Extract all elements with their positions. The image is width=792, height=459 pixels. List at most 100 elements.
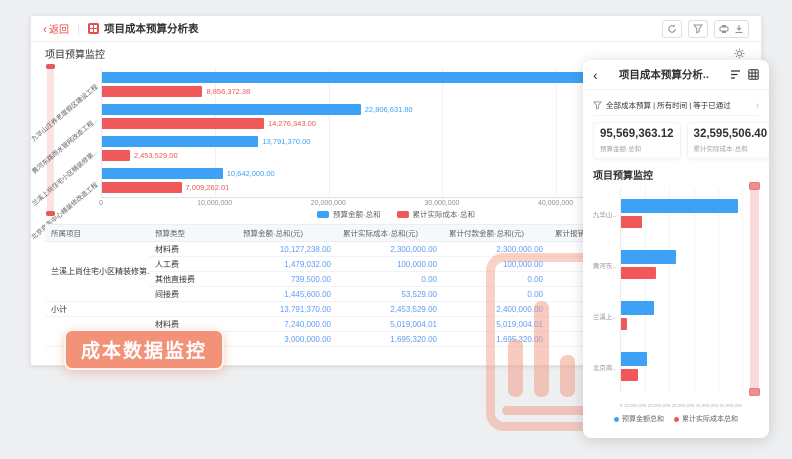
legend-label: 累计实际成本总和 [682,416,738,423]
x-tick-label: 30,000,000 [424,200,460,207]
x-tick-label: 40,000,000 [538,200,574,207]
x-tick-label: 40,000,000 [695,403,719,408]
value-cell: 0.00 [443,271,549,287]
slider-handle-bottom[interactable] [46,211,55,216]
stat-card-budget[interactable]: 95,569,363.12 预算金额·总和 [593,122,681,159]
legend-item[interactable]: 累计实际成本总和 [674,414,738,424]
sort-list-icon[interactable] [730,69,741,80]
x-gridline [215,68,217,197]
bar-budget[interactable] [102,168,223,180]
bar-budget[interactable] [621,301,655,315]
panel-slider-handle-top[interactable] [749,182,760,190]
funnel-icon [593,100,602,110]
refresh-button[interactable] [662,19,682,38]
legend-label: 预算金额总和 [622,416,664,423]
column-header[interactable]: 累计实际成本·总和(元) [337,224,443,242]
bar-budget[interactable] [621,352,647,366]
panel-slider-handle-bottom[interactable] [749,388,760,396]
panel-chart-category-labels: 九华山.. 黄河东.. 兰溪上.. 北京商.. [593,188,618,392]
export-icon [735,24,743,33]
refresh-icon [668,24,676,33]
category-label-slot: 黄河东路雨水管网改造工程... [31,101,101,176]
legend-item[interactable]: 累计实际成本·总和 [396,209,475,220]
value-cell: 7,240,000.00 [237,316,337,332]
x-tick-label: 10,000,000 [197,200,233,207]
chart-bar-group: 22,806,631.80 14,276,343.00 [102,100,751,132]
chart-section-title: 项目预算监控 [45,49,105,61]
category-label-slot: 九华山.. [593,188,616,239]
x-tick-label: 10,000,000 [623,403,647,408]
chart-bar-group: 13,791,370.00 2,453,529.00 [102,133,751,165]
chart-settings-button[interactable] [731,45,747,61]
filter-button[interactable] [688,19,708,38]
chart-bar-group: 10,642,000.00 7,009,262.01 [102,165,751,197]
slider-handle-top[interactable] [46,64,55,69]
panel-back-button[interactable]: ‹ [593,66,598,83]
back-chevron-icon: ‹ [43,21,47,36]
column-header[interactable]: 预算金额·总和(元) [237,224,337,242]
panel-filter-text: 全部成本预算 | 所有时间 | 等于已通过 [606,100,731,110]
toolbar-divider [78,22,79,35]
main-chart-x-axis: 0 10,000,000 20,000,000 30,000,000 40,000,00… [99,200,751,210]
legend-item[interactable]: 预算金额总和 [614,414,664,424]
column-header[interactable]: 累计付款金额·总和(元) [443,224,549,242]
back-button[interactable]: ‹ 返回 [43,21,69,37]
category-label-slot: 兰溪上尚住宅小区精装修第... [31,133,101,208]
stat-budget-label: 预算金额·总和 [600,146,642,153]
bar-budget[interactable] [621,250,677,264]
column-header[interactable]: 预算类型 [149,224,237,242]
legend-swatch [614,416,619,422]
bar-actual[interactable] [621,216,643,228]
category-label-slot: 九华山庄养老度假区建设工程 [30,68,101,144]
value-cell: 1,695,320.00 [443,331,549,347]
bar-actual[interactable] [102,117,264,129]
value-cell: 0.00 [443,286,549,302]
report-doc-icon [88,23,99,34]
print-export-button[interactable] [714,19,749,38]
value-cell: 53,529.00 [337,286,443,302]
bar-actual[interactable] [102,85,203,97]
cost-data-monitor-tag: 成本数据监控 [64,329,225,370]
x-tick-label: 20,000,000 [310,200,346,207]
main-chart-legend: 预算金额·总和 累计实际成本·总和 [31,209,761,220]
chart-header-row: 项目预算监控 [31,42,761,64]
value-cell: 100,000.00 [443,256,549,272]
bar-budget[interactable] [102,71,651,83]
chart-bar-group [621,341,742,392]
panel-stats: 95,569,363.12 预算金额·总和 32,595,506.40 累计实际… [593,122,769,159]
bar-row: 2,453,529.00 [102,150,751,162]
bar-budget[interactable] [102,103,361,115]
panel-title: 项目成本预算分析.. [618,69,709,81]
category-label-slot: 北京商务中心精装修改造工程 [30,166,101,242]
value-cell: 2,453,529.00 [337,301,443,317]
column-header[interactable]: 所属项目 [45,224,149,242]
x-gridline [693,188,695,392]
bar-actual[interactable] [102,150,130,162]
category-label: 北京商.. [592,364,616,372]
category-zoom-slider[interactable] [46,64,55,216]
bar-actual[interactable] [102,182,182,194]
legend-label: 预算金额·总和 [333,210,381,219]
x-gridline [328,68,330,197]
value-cell: 2,300,000.00 [337,241,443,257]
bar-actual[interactable] [621,369,638,381]
x-gridline [555,68,557,197]
type-cell: 间接费 [149,286,237,302]
legend-item[interactable]: 预算金额·总和 [317,209,381,220]
bar-actual[interactable] [621,318,627,330]
category-label-slot: 黄河东.. [593,239,616,290]
panel-filter-bar[interactable]: 全部成本预算 | 所有时间 | 等于已通过 › [593,95,759,116]
chart-bar-group [621,188,742,239]
bar-budget[interactable] [102,136,259,148]
bar-budget[interactable] [621,199,738,213]
bar-value-label: 14,276,343.00 [267,118,316,128]
x-tick-label: 0 [620,403,623,408]
bar-actual[interactable] [621,267,656,279]
type-cell: 材料费 [149,241,237,257]
bar-value-label: 22,806,631.80 [364,104,413,114]
mobile-preview-panel: ‹ 项目成本预算分析.. 全部成本预算 | 所有时间 | 等于已通过 › 95,… [583,60,769,438]
table-view-icon[interactable] [748,69,759,80]
x-tick-label: 20,000,000 [647,403,671,408]
panel-zoom-slider[interactable] [749,182,760,396]
stat-card-actual[interactable]: 32,595,506.40 累计实际成本·总和 [686,122,769,159]
